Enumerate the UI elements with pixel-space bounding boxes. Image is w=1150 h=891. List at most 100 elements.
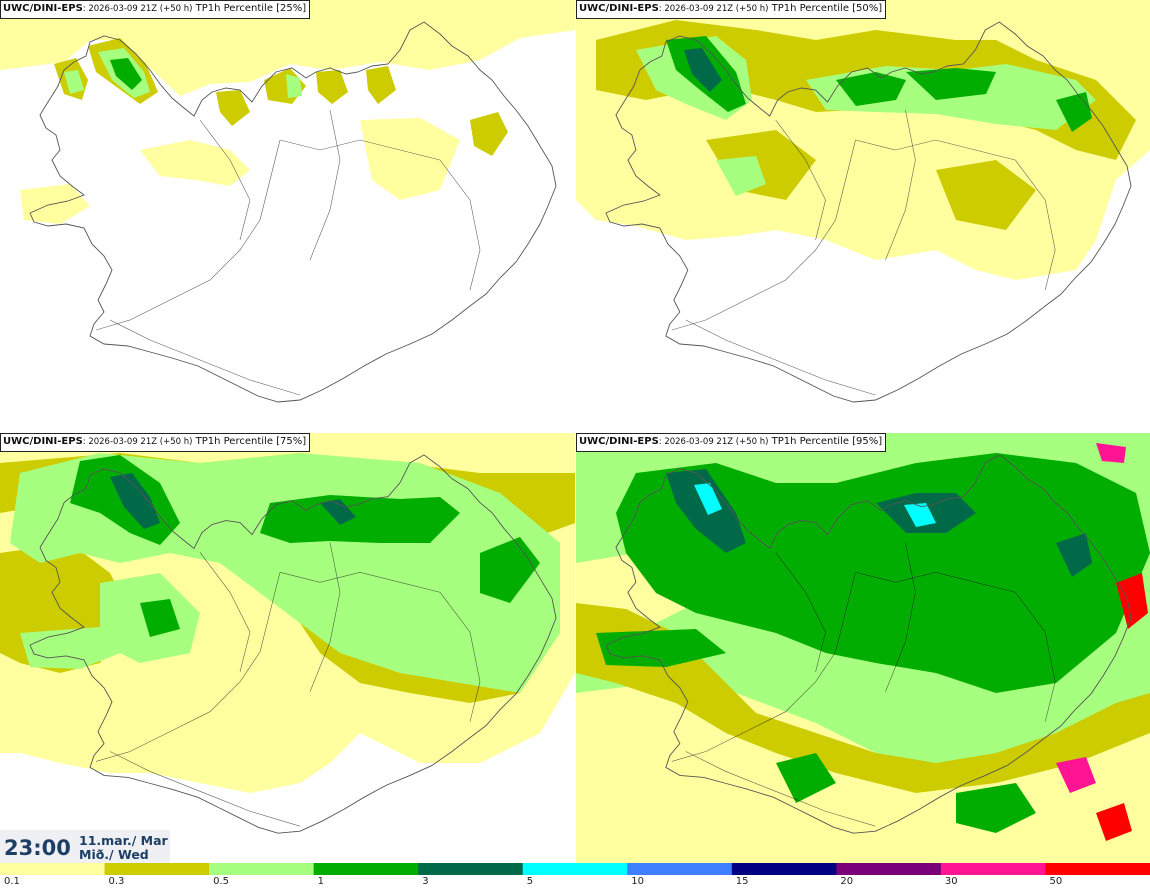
legend-colorbar — [0, 863, 1150, 875]
legend-tick-label: 0.3 — [108, 876, 125, 887]
road-line — [1014, 592, 1056, 722]
road-line — [95, 572, 281, 762]
road-line — [671, 139, 856, 331]
legend-swatch — [313, 863, 419, 875]
precip-region — [470, 112, 508, 156]
panel-divider — [0, 432, 1150, 433]
road-line — [279, 139, 441, 161]
legend-swatch — [836, 863, 942, 875]
iceland-coastline — [29, 454, 557, 834]
precip-region — [366, 66, 396, 104]
road-line — [439, 159, 481, 291]
road-line — [685, 319, 876, 396]
legend-tick-label: 10 — [631, 876, 645, 887]
legend-swatch — [522, 863, 628, 875]
road-line — [95, 139, 281, 331]
iceland-coastline — [29, 21, 557, 403]
precip-region — [904, 503, 936, 527]
precip-map — [576, 433, 1150, 863]
legend-tick-label: 20 — [840, 876, 854, 887]
precip-map — [576, 0, 1150, 403]
precip-region — [260, 495, 460, 543]
precip-region — [20, 627, 120, 669]
legend-swatch — [940, 863, 1046, 875]
precip-region — [320, 499, 356, 525]
precip-region — [666, 469, 746, 553]
valid-time-box: 23:00 11.mar./ Mar Mið./ Wed — [0, 830, 170, 863]
panel-divider — [575, 0, 576, 863]
road-line — [855, 572, 1016, 593]
map-panel-p75: UWC/DINI-EPS: 2026-03-09 21Z (+50 h) TP1… — [0, 433, 575, 863]
road-line — [885, 109, 916, 261]
run-info: : 2026-03-09 21Z (+50 h) — [658, 4, 769, 14]
run-info: : 2026-03-09 21Z (+50 h) — [82, 437, 193, 447]
field-name: TP1h Percentile [75%] — [192, 436, 307, 447]
run-info: : 2026-03-09 21Z (+50 h) — [658, 437, 769, 447]
legend-swatch — [1045, 863, 1150, 875]
precip-region — [286, 74, 302, 98]
precip-region — [216, 90, 250, 126]
road-line — [1014, 159, 1056, 291]
precip-region — [140, 599, 180, 637]
color-legend — [0, 863, 1150, 891]
legend-swatch — [104, 863, 210, 875]
model-name: UWC/DINI-EPS — [579, 3, 659, 14]
precip-region — [906, 68, 996, 100]
legend-tick-label: 30 — [944, 876, 958, 887]
precip-region — [956, 783, 1036, 833]
precip-region — [776, 753, 836, 803]
precip-region — [716, 156, 766, 196]
panel-title: UWC/DINI-EPS: 2026-03-09 21Z (+50 h) TP1… — [576, 433, 887, 452]
precip-region — [1116, 573, 1148, 629]
model-name: UWC/DINI-EPS — [3, 436, 83, 447]
precip-region — [684, 48, 722, 92]
valid-weekday: Mið./ Wed — [79, 847, 149, 862]
precip-region — [836, 72, 906, 106]
road-line — [309, 542, 341, 692]
road-line — [199, 552, 251, 672]
precip-region — [1056, 533, 1092, 577]
road-line — [109, 751, 301, 827]
iceland-coastline — [605, 454, 1132, 834]
model-name: UWC/DINI-EPS — [579, 436, 659, 447]
legend-tick-label: 50 — [1049, 876, 1063, 887]
road-line — [439, 592, 481, 722]
road-line — [671, 572, 856, 762]
legend-swatch — [209, 863, 315, 875]
precip-map — [0, 0, 575, 403]
field-name: TP1h Percentile [95%] — [768, 436, 883, 447]
precip-map — [0, 433, 575, 834]
precip-region — [140, 140, 250, 186]
field-name: TP1h Percentile [50%] — [768, 3, 883, 14]
legend-swatch — [731, 863, 837, 875]
precip-region — [1056, 92, 1092, 132]
legend-tick-label: 15 — [735, 876, 749, 887]
map-panel-p50: UWC/DINI-EPS: 2026-03-09 21Z (+50 h) TP1… — [576, 0, 1150, 432]
precip-region — [480, 537, 540, 603]
road-line — [775, 552, 826, 672]
field-name: TP1h Percentile [25%] — [192, 3, 307, 14]
model-name: UWC/DINI-EPS — [3, 3, 83, 14]
precip-region — [1096, 803, 1132, 841]
road-line — [775, 119, 826, 241]
road-line — [279, 572, 441, 593]
iceland-coastline — [605, 21, 1132, 403]
precip-region — [576, 603, 1150, 793]
precip-region — [64, 70, 84, 94]
road-line — [885, 542, 916, 692]
legend-tick-label: 5 — [526, 876, 534, 887]
precip-region — [316, 70, 348, 104]
road-line — [199, 119, 251, 241]
legend-swatch — [627, 863, 733, 875]
precip-region — [110, 473, 160, 529]
legend-swatch — [0, 863, 106, 875]
precip-region — [1096, 443, 1126, 463]
road-line — [855, 139, 1016, 161]
precip-region — [1056, 757, 1096, 793]
legend-swatch — [418, 863, 524, 875]
map-panel-p95: UWC/DINI-EPS: 2026-03-09 21Z (+50 h) TP1… — [576, 433, 1150, 863]
legend-tick-label: 3 — [422, 876, 429, 887]
precip-region — [360, 118, 460, 200]
legend-tick-label: 0.1 — [4, 876, 20, 887]
legend-tick-label: 1 — [317, 876, 324, 887]
